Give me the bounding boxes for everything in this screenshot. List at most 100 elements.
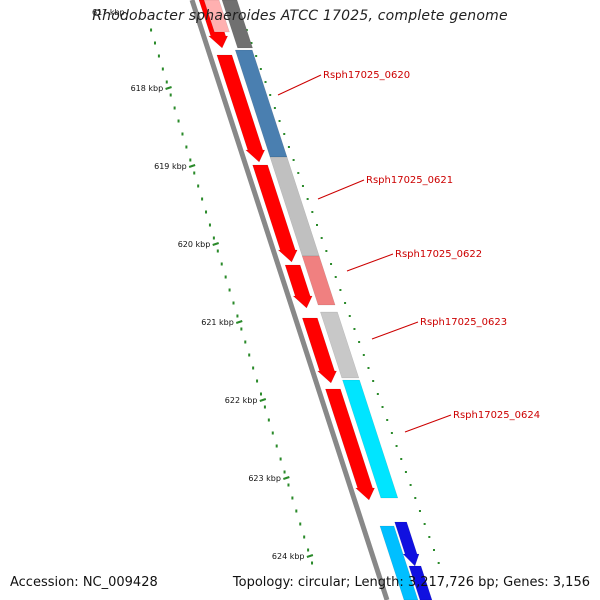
outer-tick-dot [311,211,314,213]
genome-backbone [189,0,390,600]
cds-red [252,164,298,263]
outer-tick-dot [255,55,258,57]
tick-dot [212,236,215,240]
kbp-label: 620 kbp [178,240,211,249]
outer-tick-dot [334,276,337,278]
outer-tick-dot [423,523,426,525]
feature-gray [320,311,360,379]
tick-dot [248,353,251,357]
tick-dot [224,275,227,279]
tick-dot [295,509,298,513]
tick-dot [236,314,239,318]
feature-deepskyblue [379,525,419,600]
map-title: Rhodobacter sphaeroides ATCC 17025, comp… [92,8,508,24]
gene-label: Rsph17025_0624 [453,410,540,421]
tick-dot [311,561,314,565]
feature-blue-2 [408,565,433,600]
tick-dot [228,288,231,292]
gene-label-leader [317,179,365,200]
outer-tick-dot [414,497,417,499]
outer-tick-dot [250,42,253,44]
outer-tick-dot [273,107,276,109]
tick-dot [216,249,219,253]
outer-tick-dot [362,354,365,356]
outer-tick-dot [390,432,393,434]
tick-dot [150,28,153,32]
outer-tick-dot [381,406,384,408]
tick-dot [303,535,306,539]
backbone-line [189,0,390,600]
outer-tick-dot [372,380,375,382]
outer-tick-dot [433,549,435,551]
tick-dot [220,262,223,266]
outer-tick-dot [278,120,281,122]
kbp-major-tick [165,86,172,90]
outer-tick-dot [404,471,407,473]
tick-dot [189,158,192,162]
gene-label: Rsph17025_0622 [395,249,482,260]
tick-dot [287,483,290,487]
kbp-label: 624 kbp [272,552,305,561]
tick-dot [275,444,278,448]
outer-tick-dot [348,315,351,317]
feature-salmon [301,255,336,306]
gene-labels: Rsph17025_0620 Rsph17025_0621 Rsph17025_06… [277,70,540,433]
tick-dot [177,119,180,123]
kbp-label: 623 kbp [248,474,281,483]
tick-dot [263,405,266,409]
genome-summary-text: Topology: circular; Length: 3,217,726 bp… [232,575,590,590]
outer-tick-dot [409,484,412,486]
feature-cyan [342,379,399,499]
outer-tick-dot [297,172,300,174]
outer-tick-dot [367,367,370,369]
tick-dot [197,184,200,188]
gene-label-leader [277,74,322,96]
feature-light-pink [203,0,230,33]
kbp-major-tick [212,242,220,246]
gene-label: Rsph17025_0621 [366,175,453,186]
outer-tick-dot [428,536,431,538]
cds-red [302,317,337,384]
tick-dot [185,145,188,149]
gene-label-leader [371,321,419,340]
gene-label-leader [346,253,394,272]
outer-tick-dot [301,185,304,187]
tick-dot [299,522,302,526]
kbp-label-partial: 617 kbp [92,8,125,17]
outer-tick-dot [306,198,309,200]
kbp-tick-marks: 618 kbp 619 kbp 620 kbp 621 kbp 622 kbp 623 k… [92,8,440,565]
tick-dot [267,418,270,422]
tick-dot [271,431,274,435]
tick-dot [173,106,176,110]
gene-label: Rsph17025_0620 [323,70,410,81]
outer-tick-dot [316,224,318,226]
kbp-major-tick [283,476,290,480]
tick-dot [279,457,282,461]
gene-label-leader [404,414,452,433]
cds-red [325,388,375,501]
tick-dot [161,67,164,71]
outer-tick-dot [386,419,389,421]
tick-dot [205,210,208,214]
outer-tick-dot [325,250,328,252]
outer-tick-dot [344,302,347,304]
tick-dot [240,327,243,331]
kbp-major-tick [235,320,243,324]
outer-tick-dot [264,81,267,83]
tick-dot [153,41,156,45]
kbp-label: 621 kbp [201,318,234,327]
tick-dot [181,132,184,136]
outer-tick-dot [353,328,356,330]
cds-red [216,54,266,163]
tick-dot [244,340,247,344]
gene-label: Rsph17025_0623 [420,317,507,328]
outer-tick-dot [330,263,333,265]
tick-dot [165,80,168,84]
feature-blue [394,521,420,567]
feature-dark-gray [221,0,253,49]
outer-tick-dot [320,237,323,239]
accession-text: Accession: NC_009428 [10,575,158,590]
tick-dot [157,54,160,58]
kbp-label: 618 kbp [131,84,164,93]
